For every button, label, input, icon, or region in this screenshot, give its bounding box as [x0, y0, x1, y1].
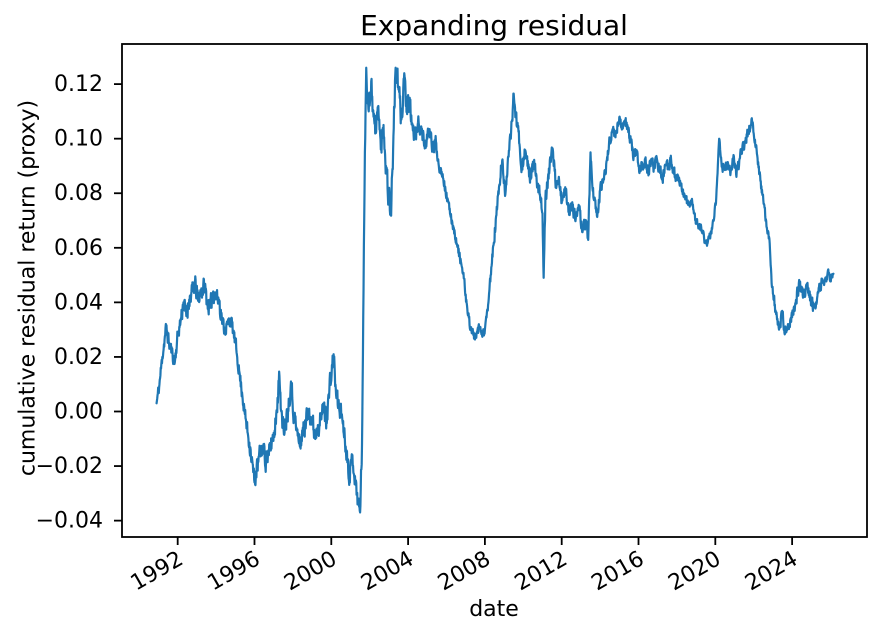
axes-spines — [121, 43, 868, 538]
x-tick-label: 2004 — [357, 547, 418, 597]
x-tick-label: 1992 — [127, 547, 188, 597]
series-line — [155, 66, 835, 514]
x-tick-label: 2016 — [588, 547, 649, 597]
y-tick-label: −0.04 — [36, 509, 103, 534]
y-tick-label: 0.04 — [54, 290, 103, 315]
y-tick-label: 0.10 — [54, 127, 103, 152]
x-tick-label: 2008 — [434, 547, 495, 597]
y-tick-label: −0.02 — [36, 454, 103, 479]
y-axis-label: cumulative residual return (proxy) — [15, 99, 41, 477]
y-tick-label: 0.12 — [54, 72, 103, 97]
y-tick-label: 0.06 — [54, 236, 103, 261]
x-tick-label: 2020 — [664, 547, 725, 597]
y-tick-label: 0.02 — [54, 345, 103, 370]
chart-title: Expanding residual — [360, 9, 628, 42]
y-tick-label: 0.08 — [54, 181, 103, 206]
x-tick-label: 2000 — [280, 547, 341, 597]
x-axis-label: date — [469, 597, 519, 622]
x-tick-label: 1996 — [203, 547, 264, 597]
x-tick-label: 2024 — [741, 547, 802, 597]
x-tick-label: 2012 — [511, 547, 572, 597]
y-tick-label: 0.00 — [54, 399, 103, 424]
